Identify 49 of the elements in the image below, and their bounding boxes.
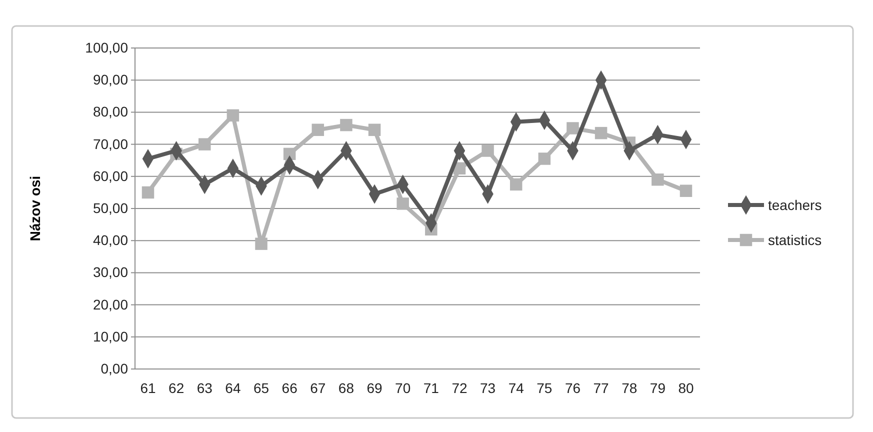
point [142,186,154,199]
y-axis-title: Názov osi [27,176,43,242]
x-tick-label: 76 [564,380,581,396]
point [312,124,324,136]
legend-label: teachers [768,197,822,213]
x-tick-label: 63 [196,380,213,396]
y-tick-label: 100,00 [85,39,128,56]
y-tick-label: 40,00 [92,232,128,248]
x-tick-label: 64 [225,380,241,396]
y-tick-label: 30,00 [92,264,128,280]
point [510,178,522,191]
point [368,124,381,136]
x-tick-label: 68 [338,380,354,396]
point [594,126,608,140]
point [566,122,579,134]
y-tick-label: 60,00 [92,168,128,184]
legend-label: statistics [768,232,822,248]
x-tick-label: 71 [423,380,440,396]
x-tick-label: 73 [480,380,496,396]
y-tick-label: 20,00 [92,296,128,312]
x-tick-label: 66 [282,380,298,396]
x-tick-label: 65 [253,380,270,396]
x-tick-label: 79 [650,380,666,396]
point [396,198,409,210]
y-tick-label: 10,00 [92,328,128,344]
point [255,238,268,250]
y-tick-label: 70,00 [92,136,128,152]
point [680,184,692,197]
point [226,109,240,122]
x-tick-label: 77 [593,380,610,396]
y-tick-label: 90,00 [92,72,128,88]
point [340,118,352,132]
y-tick-label: 50,00 [92,200,128,216]
x-tick-label: 74 [508,380,524,396]
x-tick-label: 62 [168,380,184,396]
x-tick-label: 69 [366,380,383,396]
y-tick-label: 0,00 [100,360,128,376]
x-tick-label: 80 [678,380,694,396]
x-tick-label: 70 [395,380,411,396]
x-tick-label: 72 [452,380,468,396]
x-tick-label: 67 [310,380,326,396]
x-tick-label: 78 [622,380,638,396]
y-tick-label: 80,00 [92,104,128,120]
point [198,138,211,150]
point [482,144,494,157]
x-tick-label: 61 [140,380,156,396]
point [652,173,664,186]
x-tick-label: 75 [536,380,552,396]
point [538,152,551,165]
